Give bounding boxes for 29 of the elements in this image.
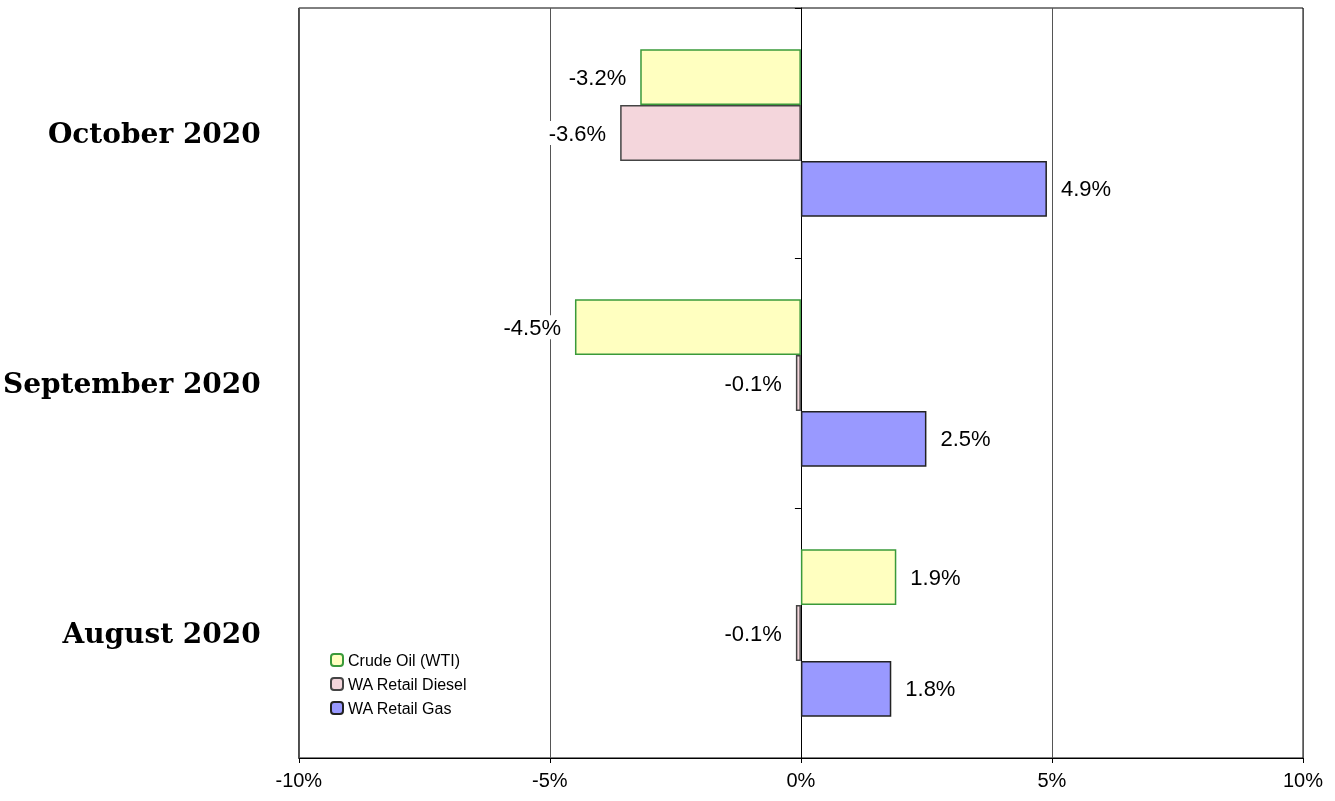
data-label: 1.8%	[905, 676, 956, 702]
legend-label: Crude Oil (WTI)	[348, 651, 460, 669]
y-tick-label: October 2020	[47, 116, 261, 150]
x-tick-label: 0%	[786, 769, 816, 791]
data-label: -3.6%	[548, 120, 607, 146]
x-tick-label: 5%	[1037, 769, 1067, 791]
data-label: 2.5%	[940, 426, 991, 452]
bar	[574, 299, 801, 356]
y-tick-label: August 2020	[61, 616, 261, 650]
data-label: -0.1%	[724, 620, 782, 646]
x-tick-label: 10%	[1282, 769, 1324, 791]
bar	[620, 105, 801, 161]
data-label: 1.9%	[910, 564, 961, 590]
data-label: -0.1%	[724, 370, 782, 396]
bar	[795, 355, 801, 411]
bar	[640, 49, 801, 106]
data-label: 4.9%	[1060, 176, 1112, 202]
legend-label: WA Retail Diesel	[348, 675, 467, 693]
bar	[800, 660, 892, 717]
data-label: -3.2%	[568, 64, 627, 90]
legend-label: WA Retail Gas	[348, 699, 452, 717]
bar	[800, 549, 897, 606]
data-label: -4.5%	[503, 314, 561, 340]
x-tick-label: -5%	[532, 769, 568, 791]
bar	[800, 410, 927, 467]
x-tick-label: -10%	[275, 769, 323, 791]
bar	[795, 605, 801, 661]
y-tick-label: September 2020	[3, 366, 261, 400]
bar	[800, 160, 1047, 217]
